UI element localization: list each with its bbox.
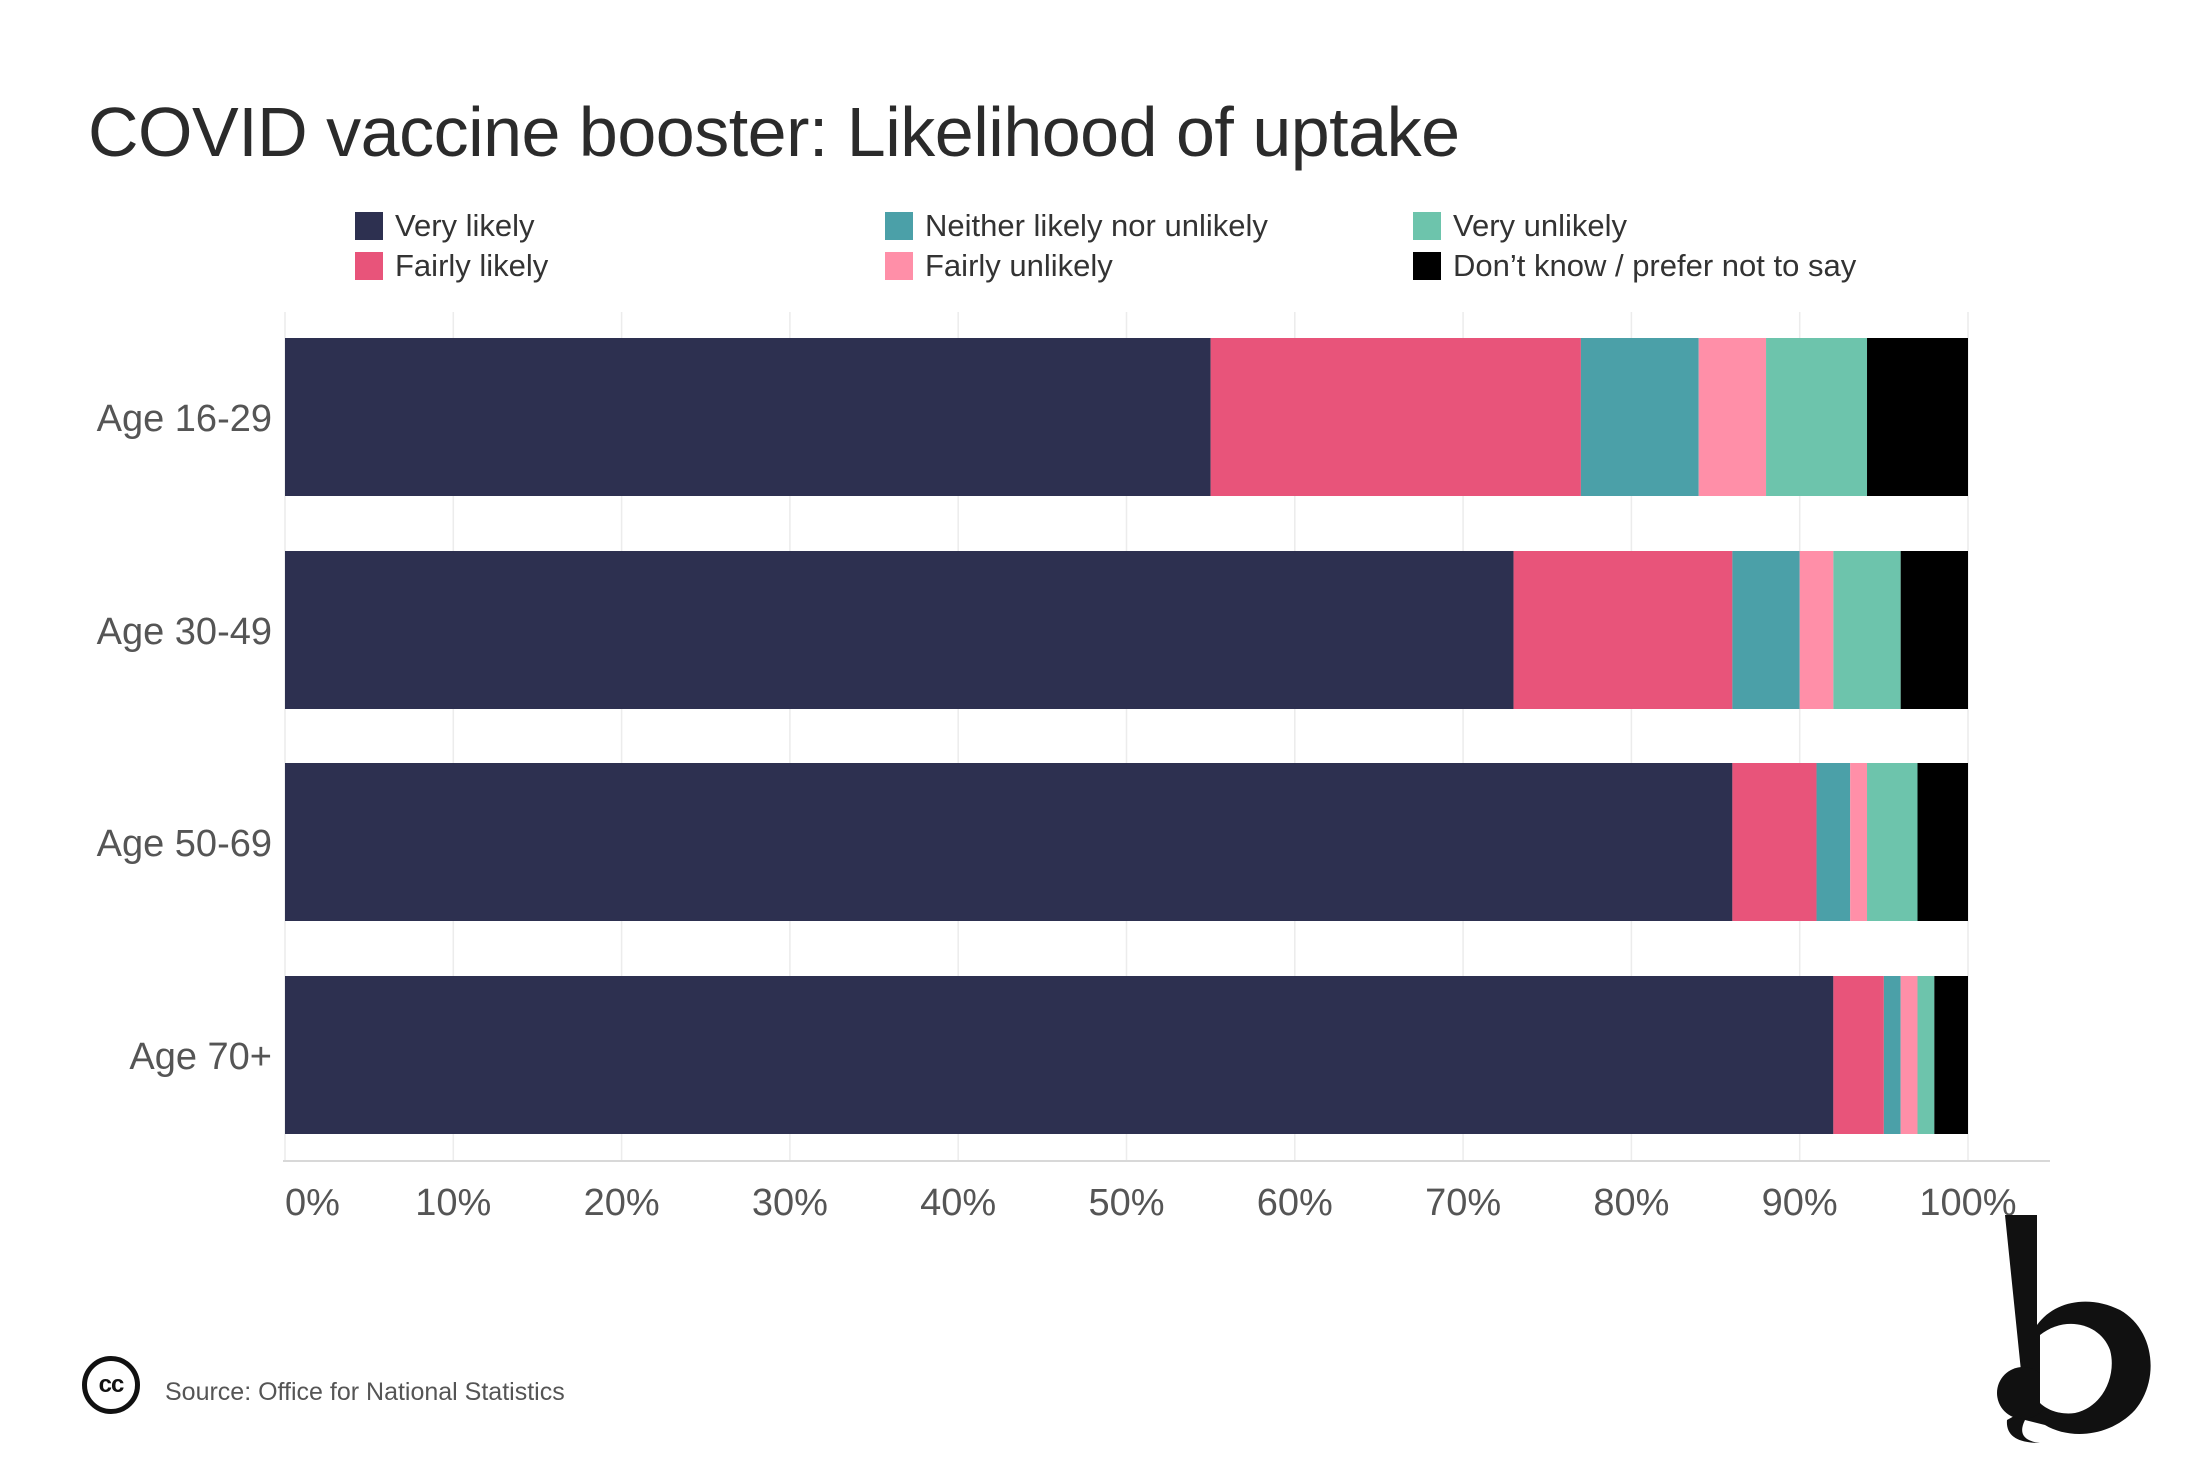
bar-segment [1732, 763, 1817, 921]
x-tick-label: 10% [415, 1182, 491, 1224]
x-tick-label: 50% [1088, 1182, 1164, 1224]
brand-logo-icon [1997, 1215, 2151, 1443]
x-tick-label: 90% [1762, 1182, 1838, 1224]
bar-segment [1917, 763, 1968, 921]
legend-label: Fairly unlikely [925, 248, 1113, 283]
legend-item: Very unlikely [1413, 206, 1627, 246]
bars [285, 338, 1968, 1134]
bar-segment [1732, 551, 1800, 709]
bar-segment [1883, 976, 1901, 1134]
bar-segment [1867, 338, 1968, 496]
bar-segment [1210, 338, 1581, 496]
x-tick-label: 0% [285, 1182, 340, 1224]
x-tick-label: 70% [1425, 1182, 1501, 1224]
bar-segment [1850, 763, 1868, 921]
bar-segment [1833, 976, 1884, 1134]
legend-label: Fairly likely [395, 248, 549, 283]
chart-title: COVID vaccine booster: Likelihood of upt… [88, 93, 1460, 171]
bar-segment [285, 763, 1733, 921]
creative-commons-icon: cc [82, 1356, 140, 1414]
category-label: Age 30-49 [97, 611, 272, 653]
legend-item: Fairly likely [355, 246, 548, 286]
x-tick-label: 100% [1919, 1182, 2016, 1224]
axes: 0% 10% 20% 30% 40% 50% 60% 70% 80% 90% 100% Age 16-… [97, 398, 2050, 1224]
bar-segment [285, 551, 1514, 709]
bar-segment [1513, 551, 1733, 709]
bar-segment [1900, 976, 1918, 1134]
category-label: Age 16-29 [97, 398, 272, 440]
x-tick-label: 30% [752, 1182, 828, 1224]
legend-item: Fairly unlikely [885, 246, 1113, 286]
legend-swatch [885, 252, 913, 280]
legend-label: Neither likely nor unlikely [925, 208, 1268, 243]
bar-segment [1900, 551, 1968, 709]
legend-label: Don’t know / prefer not to say [1453, 248, 1857, 283]
bar-segment [1816, 763, 1851, 921]
legend-item: Neither likely nor unlikely [885, 206, 1268, 246]
source-note: Source: Office for National Statistics [165, 1378, 565, 1406]
legend-swatch [1413, 212, 1441, 240]
category-label: Age 50-69 [97, 823, 272, 865]
x-tick-label: 80% [1593, 1182, 1669, 1224]
x-tick-label: 40% [920, 1182, 996, 1224]
x-tick-label: 20% [584, 1182, 660, 1224]
bar-segment [1833, 551, 1901, 709]
category-label: Age 70+ [129, 1036, 272, 1078]
bar-segment [1799, 551, 1834, 709]
legend-swatch [355, 252, 383, 280]
bar-segment [1580, 338, 1699, 496]
legend: Very likely Fairly likely Neither likely n… [355, 206, 2055, 296]
legend-item: Don’t know / prefer not to say [1413, 246, 1856, 286]
x-tick-label: 60% [1257, 1182, 1333, 1224]
bar-segment [1917, 976, 1935, 1134]
legend-item: Very likely [355, 206, 535, 246]
legend-label: Very unlikely [1453, 208, 1628, 243]
bar-segment [1867, 763, 1918, 921]
legend-swatch [1413, 252, 1441, 280]
bar-segment [1698, 338, 1767, 496]
bar-segment [285, 338, 1211, 496]
bar-segment [1766, 338, 1868, 496]
legend-label: Very likely [395, 208, 535, 243]
bar-segment [285, 976, 1834, 1134]
legend-swatch [885, 212, 913, 240]
legend-swatch [355, 212, 383, 240]
bar-segment [1934, 976, 1968, 1134]
